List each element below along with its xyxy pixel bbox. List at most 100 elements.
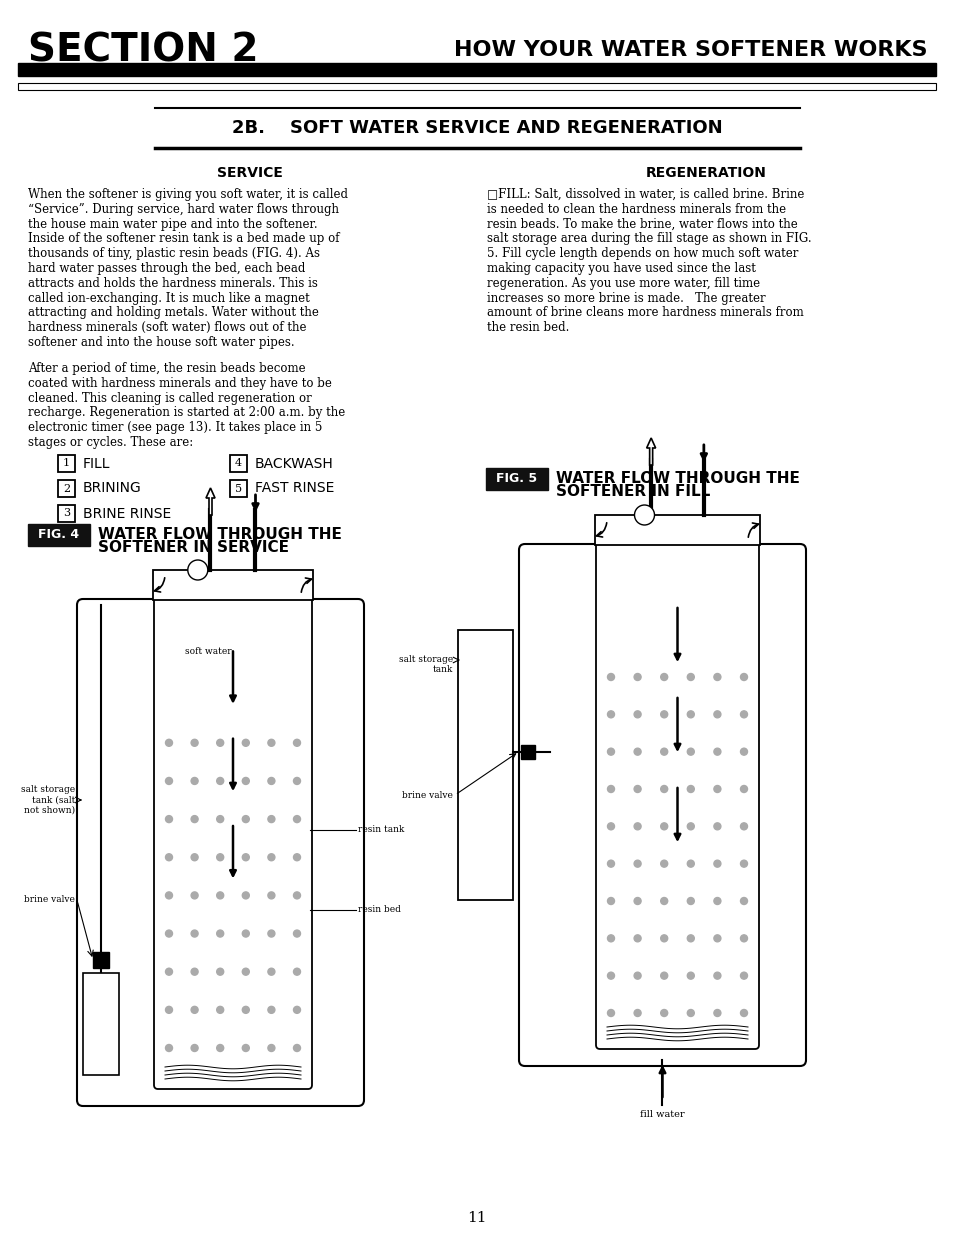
FancyBboxPatch shape (596, 541, 759, 1049)
Bar (92, 952, 109, 968)
Circle shape (713, 711, 720, 718)
Text: 11: 11 (467, 1212, 486, 1225)
Circle shape (216, 815, 223, 823)
Circle shape (216, 892, 223, 899)
Circle shape (607, 972, 614, 979)
Circle shape (740, 823, 747, 830)
Circle shape (686, 785, 694, 793)
Circle shape (686, 1009, 694, 1016)
Circle shape (242, 892, 249, 899)
Text: 3: 3 (63, 509, 70, 519)
Circle shape (242, 740, 249, 746)
Circle shape (165, 1007, 172, 1014)
Circle shape (740, 711, 747, 718)
Circle shape (191, 778, 198, 784)
Circle shape (165, 778, 172, 784)
Text: FILL: FILL (83, 457, 111, 471)
Circle shape (634, 972, 640, 979)
Circle shape (686, 823, 694, 830)
Circle shape (607, 860, 614, 867)
Circle shape (268, 853, 274, 861)
Circle shape (607, 898, 614, 904)
Circle shape (268, 1007, 274, 1014)
Bar (152, 571, 313, 600)
Text: 1: 1 (63, 458, 70, 468)
Text: 2B.    SOFT WATER SERVICE AND REGENERATION: 2B. SOFT WATER SERVICE AND REGENERATION (232, 119, 721, 137)
Circle shape (294, 815, 300, 823)
FancyBboxPatch shape (77, 599, 364, 1107)
Text: increases so more brine is made.   The greater: increases so more brine is made. The gre… (486, 291, 765, 305)
Text: salt storage area during the fill stage as shown in FIG.: salt storage area during the fill stage … (486, 232, 811, 246)
Circle shape (740, 860, 747, 867)
Text: brine valve: brine valve (24, 895, 75, 904)
Text: Inside of the softener resin tank is a bed made up of: Inside of the softener resin tank is a b… (28, 232, 339, 246)
Circle shape (216, 930, 223, 937)
Circle shape (191, 1007, 198, 1014)
Circle shape (634, 860, 640, 867)
Circle shape (216, 740, 223, 746)
Circle shape (660, 898, 667, 904)
Text: BRINING: BRINING (83, 482, 142, 495)
Text: amount of brine cleans more hardness minerals from: amount of brine cleans more hardness min… (486, 306, 803, 320)
Circle shape (740, 898, 747, 904)
Text: SECTION 2: SECTION 2 (28, 31, 258, 69)
Text: fill water: fill water (639, 1110, 684, 1119)
Circle shape (660, 860, 667, 867)
Text: soft water: soft water (187, 580, 233, 589)
Circle shape (294, 853, 300, 861)
Circle shape (634, 785, 640, 793)
Text: electronic timer (see page 13). It takes place in 5: electronic timer (see page 13). It takes… (28, 421, 322, 435)
Circle shape (165, 853, 172, 861)
Text: cleaned. This cleaning is called regeneration or: cleaned. This cleaning is called regener… (28, 391, 312, 405)
Text: WATER FLOW THROUGH THE: WATER FLOW THROUGH THE (98, 527, 341, 542)
Text: IN: IN (712, 529, 724, 538)
Circle shape (268, 1045, 274, 1051)
Circle shape (165, 892, 172, 899)
Circle shape (686, 898, 694, 904)
Circle shape (660, 823, 667, 830)
Circle shape (191, 1045, 198, 1051)
Bar (520, 745, 535, 758)
Bar (58, 480, 75, 496)
Circle shape (713, 785, 720, 793)
Text: soft water: soft water (627, 517, 674, 527)
Circle shape (242, 853, 249, 861)
Text: attracting and holding metals. Water without the: attracting and holding metals. Water wit… (28, 306, 318, 320)
Circle shape (713, 935, 720, 942)
Circle shape (242, 1045, 249, 1051)
Circle shape (242, 930, 249, 937)
Text: REGENERATION: REGENERATION (645, 165, 765, 180)
Circle shape (634, 505, 654, 525)
Polygon shape (646, 438, 655, 466)
Circle shape (268, 968, 274, 976)
Text: SERVICE: SERVICE (217, 165, 283, 180)
Text: When the softener is giving you soft water, it is called: When the softener is giving you soft wat… (28, 188, 348, 201)
Circle shape (686, 972, 694, 979)
Circle shape (634, 823, 640, 830)
Circle shape (686, 935, 694, 942)
Circle shape (660, 935, 667, 942)
Circle shape (634, 711, 640, 718)
Circle shape (607, 1009, 614, 1016)
Circle shape (660, 748, 667, 755)
Circle shape (713, 1009, 720, 1016)
Circle shape (686, 860, 694, 867)
Text: hard water passes through the bed, each bead: hard water passes through the bed, each … (28, 262, 305, 275)
Text: coated with hardness minerals and they have to be: coated with hardness minerals and they h… (28, 377, 332, 390)
Circle shape (165, 1045, 172, 1051)
Circle shape (713, 748, 720, 755)
Circle shape (191, 815, 198, 823)
Bar (595, 515, 760, 545)
Circle shape (740, 785, 747, 793)
Circle shape (740, 1009, 747, 1016)
Bar (83, 973, 119, 1074)
Circle shape (191, 740, 198, 746)
Text: “Service”. During service, hard water flows through: “Service”. During service, hard water fl… (28, 203, 338, 216)
Circle shape (294, 930, 300, 937)
Circle shape (607, 711, 614, 718)
Bar (230, 480, 247, 496)
Text: IN: IN (261, 590, 274, 600)
Circle shape (216, 968, 223, 976)
Text: SOFTENER IN FILL: SOFTENER IN FILL (556, 484, 709, 499)
Text: OUT: OUT (639, 529, 662, 538)
